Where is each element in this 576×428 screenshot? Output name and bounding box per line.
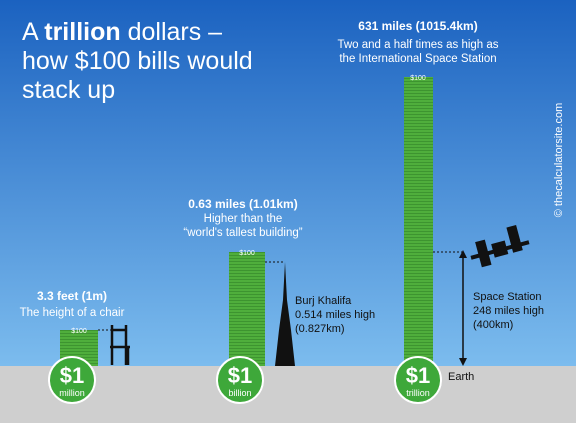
burj-label: Burj Khalifa [295, 295, 352, 307]
bill-stack [229, 252, 265, 366]
burj-label: (0.827km) [295, 323, 345, 335]
title-part: A [22, 18, 39, 46]
bill-label: $100 [71, 328, 87, 335]
coin-unit: billion [228, 388, 251, 398]
bill-stack [404, 77, 433, 366]
burj-label: 0.514 miles high [295, 309, 375, 321]
watermark: © thecalculatorsite.com [553, 103, 565, 218]
title: A trillion dollars – [22, 18, 222, 46]
earth-label: Earth [448, 371, 474, 383]
title-bold: trillion [44, 18, 120, 46]
arrow-head [459, 250, 467, 258]
coin: $1 million [48, 356, 96, 404]
stack-desc: Higher than the [204, 213, 283, 225]
stack-desc: The height of a chair [20, 307, 125, 319]
coin-amount: $1 [228, 363, 252, 388]
title-line: how $100 bills would [22, 47, 253, 75]
station-label: Space Station [473, 291, 542, 303]
burj-khalifa-icon [275, 262, 295, 366]
coin-unit: million [59, 388, 85, 398]
bill-label: $100 [410, 75, 426, 82]
space-station-icon [470, 224, 530, 268]
title-line: stack up [22, 76, 115, 104]
stack-desc: “world's tallest building” [183, 227, 302, 239]
station-label: 248 miles high [473, 305, 544, 317]
title-part: dollars – [128, 18, 223, 46]
coin-unit: trillion [406, 388, 430, 398]
coin-amount: $1 [406, 363, 430, 388]
coin: $1 billion [216, 356, 264, 404]
stack-desc: Two and a half times as high as [337, 39, 498, 51]
stack-heading: 3.3 feet (1m) [37, 289, 107, 303]
arrow-head [459, 358, 467, 366]
station-label: (400km) [473, 319, 513, 331]
sky [0, 0, 576, 366]
chair-icon [110, 325, 130, 365]
coin: $1 trillion [394, 356, 442, 404]
stack-heading: 0.63 miles (1.01km) [188, 197, 297, 211]
stack-heading: 631 miles (1015.4km) [358, 19, 477, 33]
ground [0, 366, 576, 423]
bill-label: $100 [239, 250, 255, 257]
coin-amount: $1 [60, 363, 84, 388]
stack-desc: the International Space Station [339, 53, 496, 65]
